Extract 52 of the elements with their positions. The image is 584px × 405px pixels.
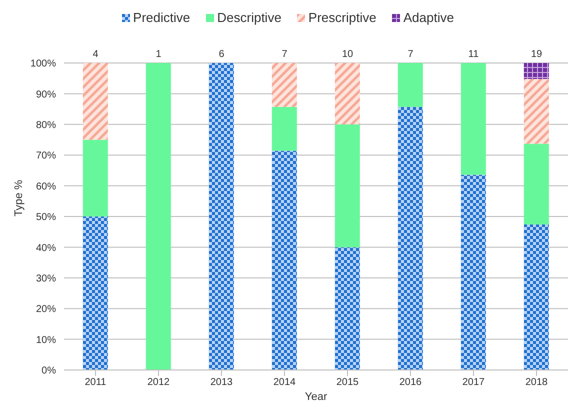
y-tick-label: 30% — [36, 273, 56, 284]
bar — [460, 174, 486, 370]
annotation: 4 — [92, 49, 99, 60]
legend-label: Adaptive — [403, 10, 454, 25]
bar — [524, 224, 549, 370]
annotation: 1 — [156, 49, 162, 60]
y-tick-label: 50% — [36, 212, 56, 224]
y-tick-label: 60% — [36, 181, 56, 192]
bar — [334, 247, 360, 370]
y-axis-title: Type % — [12, 180, 25, 216]
bar — [334, 63, 360, 124]
bar — [460, 63, 486, 175]
annotation: 6 — [218, 49, 225, 60]
y-tick-label: 90% — [36, 89, 56, 100]
y-tick-label: 0% — [42, 366, 56, 377]
annotation: 10 — [342, 49, 354, 60]
y-tick-label: 100% — [30, 58, 56, 70]
bar — [524, 78, 549, 144]
x-tick-label: 2014 — [273, 377, 296, 388]
x-tick-label: 2012 — [147, 377, 170, 388]
annotation: 7 — [408, 49, 414, 60]
bar — [82, 140, 108, 216]
y-tick-label: 10% — [36, 334, 56, 346]
bar — [208, 63, 234, 370]
bar — [272, 63, 297, 107]
x-axis-title: Year — [304, 391, 328, 403]
bar — [272, 106, 297, 151]
annotation: 7 — [282, 49, 288, 60]
x-tick-label: 2018 — [525, 377, 548, 388]
legend-label: Prescriptive — [308, 10, 376, 25]
y-tick-label: 70% — [36, 150, 56, 162]
y-tick-label: 80% — [36, 120, 56, 131]
legend-label: Predictive — [133, 10, 190, 25]
y-tick-label: 20% — [36, 304, 56, 316]
bar — [82, 216, 108, 370]
bar — [146, 63, 171, 370]
bar — [398, 63, 423, 107]
bar — [524, 63, 549, 79]
x-tick-label: 2013 — [210, 377, 234, 388]
bar — [524, 144, 549, 224]
bar — [398, 106, 423, 370]
legend-label: Descriptive — [217, 10, 282, 25]
bar — [82, 63, 108, 140]
annotation: 11 — [468, 49, 480, 60]
x-tick-label: 2016 — [399, 377, 422, 388]
x-tick-label: 2017 — [462, 377, 486, 388]
y-tick-label: 40% — [36, 242, 56, 254]
x-tick-label: 2011 — [84, 377, 107, 388]
x-tick-label: 2015 — [336, 377, 360, 388]
bar — [334, 124, 360, 248]
annotation: 19 — [530, 49, 542, 60]
bar — [272, 150, 297, 370]
